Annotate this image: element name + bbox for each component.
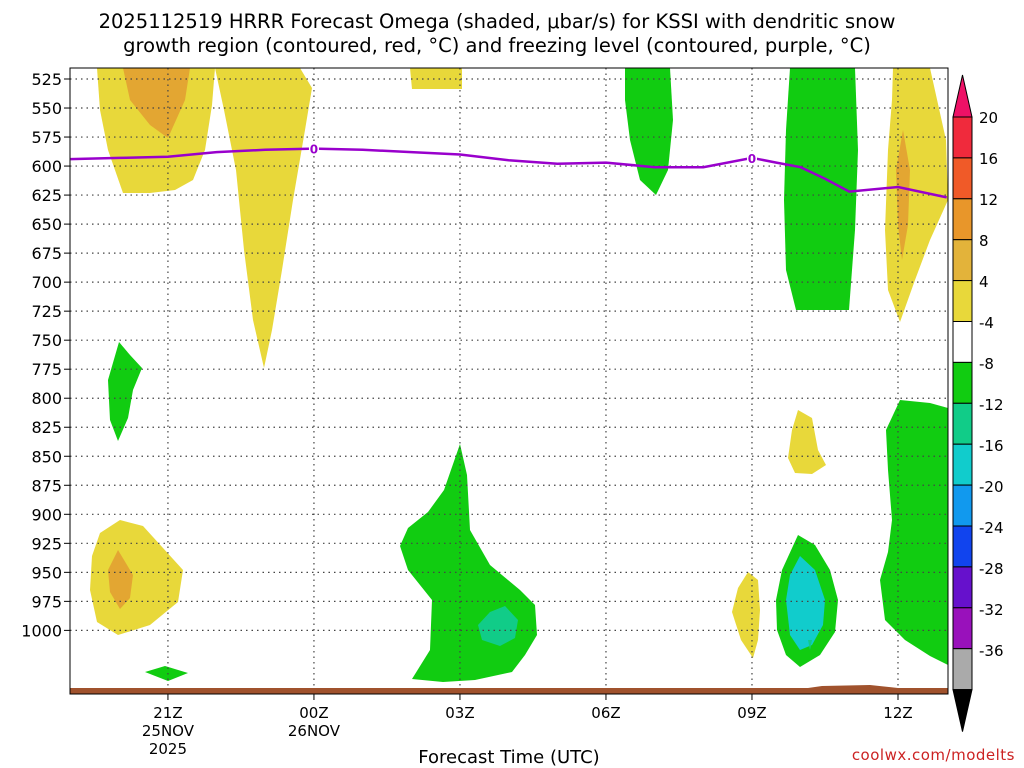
x-axis-title: Forecast Time (UTC) xyxy=(418,747,599,768)
colorbar-label: -16 xyxy=(979,437,1004,455)
colorbar-bottom-arrow xyxy=(952,689,973,732)
chart-title-line2: growth region (contoured, red, °C) and f… xyxy=(123,34,871,57)
y-tick-label: 650 xyxy=(31,215,62,234)
colorbar-label: -36 xyxy=(979,642,1004,660)
colorbar-bin xyxy=(952,116,973,159)
rising-region-upper-right xyxy=(784,68,858,310)
freezing-level-label: 0 xyxy=(310,143,318,157)
y-tick-label: 625 xyxy=(31,186,62,205)
colorbar-label: 4 xyxy=(979,273,989,291)
colorbar-label: -12 xyxy=(979,396,1004,414)
colorbar-bin xyxy=(952,280,973,323)
y-tick-label: 750 xyxy=(31,331,62,350)
omega-shading xyxy=(90,68,948,682)
y-tick-label: 800 xyxy=(31,389,62,408)
freezing-level-label: 0 xyxy=(748,152,756,166)
colorbar-bin xyxy=(952,321,973,363)
freezing-level-labels: 00 xyxy=(308,141,757,166)
colorbar-bin xyxy=(952,484,973,527)
x-tick-label: 12Z xyxy=(883,704,912,722)
y-tick-label: 525 xyxy=(31,70,62,89)
y-tick-label: 950 xyxy=(31,563,62,582)
sinking-region-small-right xyxy=(788,410,826,474)
y-tick-label: 1000 xyxy=(21,621,62,640)
x-tick-date: 26NOV xyxy=(288,722,341,740)
colorbar: 20 16 12 8 4 -4 -8 -12 -16 -20 -24 -28 -32 -36 xyxy=(952,74,1004,732)
colorbar-label: -24 xyxy=(979,519,1004,537)
colorbar-label: -4 xyxy=(979,314,994,332)
colorbar-bin xyxy=(952,443,973,486)
sinking-region-upper-left xyxy=(97,68,215,193)
freezing-level-layer: 00 xyxy=(70,141,947,199)
sinking-region-lower-right xyxy=(732,572,760,658)
y-tick-label: 700 xyxy=(31,273,62,292)
rising-region-bottom-right-teal xyxy=(808,640,812,650)
sinking-region-top-middle xyxy=(410,68,462,89)
y-tick-label: 925 xyxy=(31,534,62,553)
x-tick-label: 09Z xyxy=(737,704,766,722)
y-tick-label: 775 xyxy=(31,360,62,379)
y-tick-label: 975 xyxy=(31,592,62,611)
rising-region-upper-center xyxy=(625,68,673,195)
colorbar-label: 16 xyxy=(979,150,998,168)
ground-bump xyxy=(808,685,898,688)
ground-strip xyxy=(70,688,948,694)
y-tick-label: 675 xyxy=(31,244,62,263)
grid xyxy=(70,68,948,694)
y-axis: 525 550 575 600 625 650 675 700 725 750 775 800 825 8… xyxy=(21,70,70,640)
sinking-region-right-column xyxy=(885,68,948,322)
colorbar-bin xyxy=(952,607,973,650)
rising-region-bottom-left xyxy=(145,666,188,681)
rising-region-lower-right-teal xyxy=(786,556,825,650)
sinking-region-upper-left-orange xyxy=(123,68,190,138)
colorbar-label: 12 xyxy=(979,191,998,209)
freezing-label-bg xyxy=(308,141,319,155)
y-tick-label: 550 xyxy=(31,99,62,118)
colorbar-label: -20 xyxy=(979,478,1004,496)
freezing-label-bg xyxy=(746,150,757,164)
colorbar-bin xyxy=(952,648,973,691)
colorbar-label: 20 xyxy=(979,109,998,127)
x-tick-label: 21Z xyxy=(153,704,182,722)
colorbar-label: 8 xyxy=(979,232,989,250)
chart-title-line1: 2025112519 HRRR Forecast Omega (shaded, … xyxy=(99,10,896,33)
y-tick-label: 825 xyxy=(31,418,62,437)
colorbar-bin xyxy=(952,566,973,609)
colorbar-top-arrow xyxy=(952,74,973,118)
colorbar-label: -28 xyxy=(979,560,1004,578)
sinking-region-right-orange xyxy=(896,130,910,260)
y-tick-label: 850 xyxy=(31,447,62,466)
y-tick-label: 900 xyxy=(31,505,62,524)
x-tick-label: 03Z xyxy=(445,704,474,722)
colorbar-bin xyxy=(952,525,973,568)
colorbar-bin xyxy=(952,402,973,445)
y-tick-label: 875 xyxy=(31,476,62,495)
rising-region-center-teal xyxy=(478,606,518,646)
plot-border xyxy=(69,67,949,695)
sinking-region-column-left xyxy=(215,68,312,368)
credit-text: coolwx.com/modelts xyxy=(852,746,1015,764)
rising-region-left-small xyxy=(108,342,142,441)
sinking-region-lower-left-orange xyxy=(108,550,133,609)
sinking-region-lower-left xyxy=(90,520,183,635)
x-tick-label: 06Z xyxy=(591,704,620,722)
x-tick-year: 2025 xyxy=(149,740,187,758)
y-tick-label: 575 xyxy=(31,128,62,147)
colorbar-label: -32 xyxy=(979,601,1004,619)
y-tick-label: 725 xyxy=(31,302,62,321)
x-tick-label: 00Z xyxy=(299,704,328,722)
colorbar-bin xyxy=(952,198,973,241)
colorbar-bin xyxy=(952,361,973,404)
y-tick-label: 600 xyxy=(31,157,62,176)
x-tick-date: 25NOV xyxy=(142,722,195,740)
freezing-level-line xyxy=(70,147,947,199)
rising-region-right-column xyxy=(880,400,948,665)
colorbar-bin xyxy=(952,239,973,282)
colorbar-bin xyxy=(952,157,973,200)
colorbar-label: -8 xyxy=(979,355,994,373)
